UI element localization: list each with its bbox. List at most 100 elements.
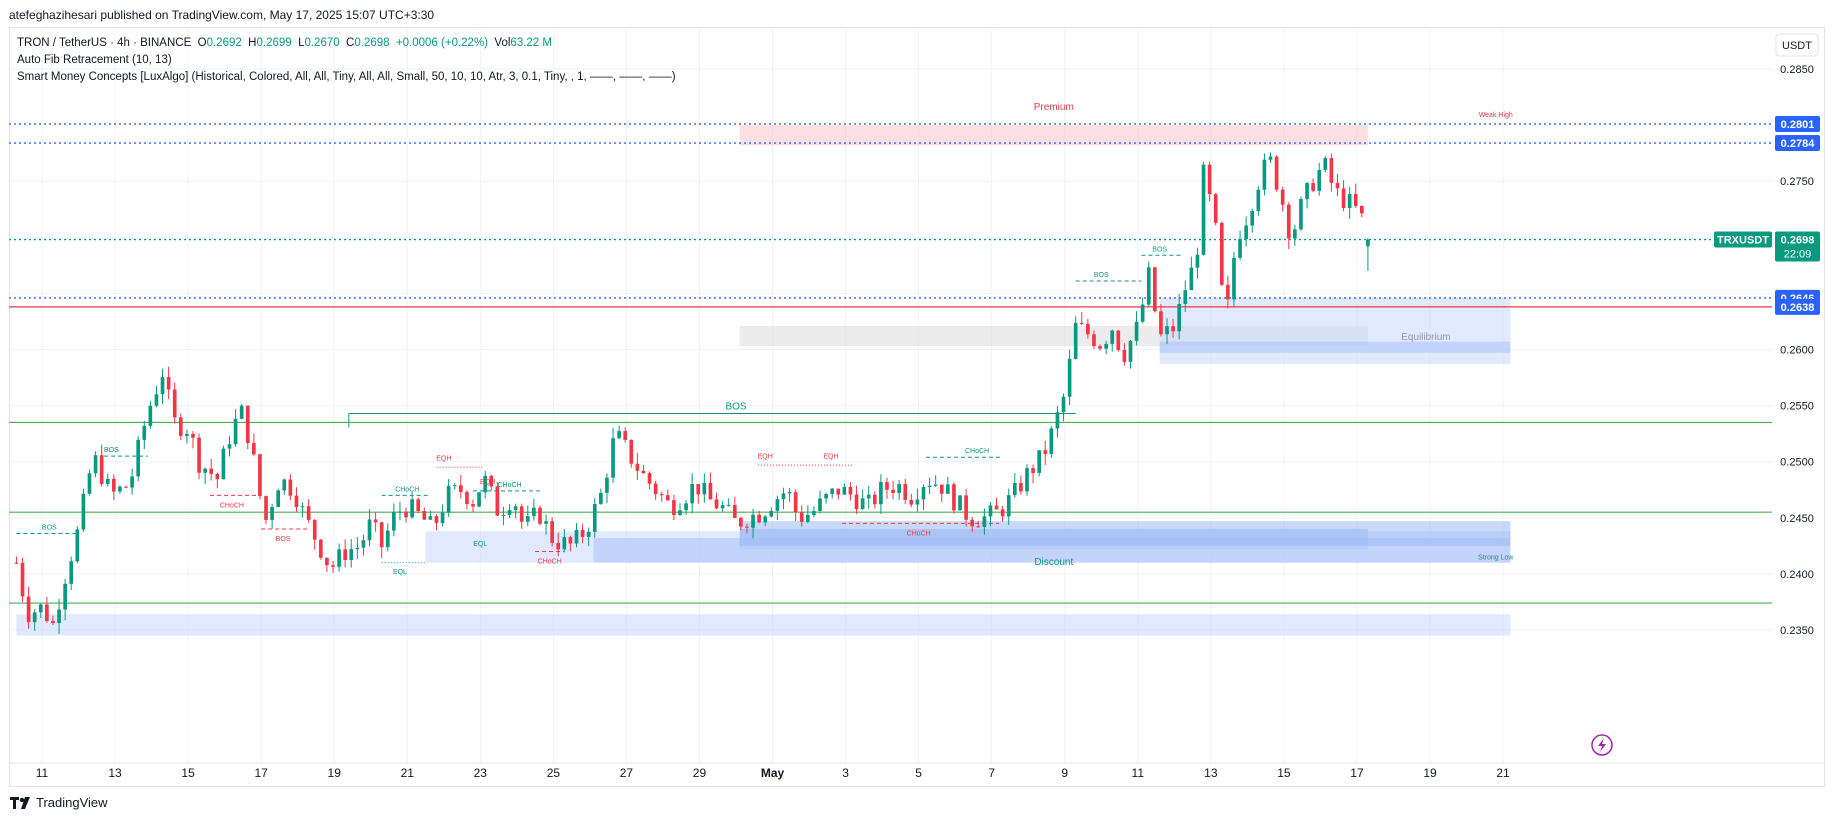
candle-body	[75, 529, 80, 562]
candle-body	[599, 492, 603, 504]
structure-lines	[16, 254, 1182, 564]
candle-body	[1219, 222, 1224, 285]
candle-body	[848, 487, 853, 495]
candle-body	[781, 493, 786, 500]
brand-name: TradingView	[36, 795, 108, 810]
zone-label-discount: Discount	[1034, 557, 1073, 568]
candle-body	[459, 485, 463, 493]
axes[interactable]: USDT 0.2850 0.2750 0.2600 0.2550 0.2500 0.2450…	[9, 28, 1825, 780]
candle-body	[617, 431, 621, 439]
zone-premium	[739, 125, 1368, 146]
y-tick-label: 0.2500	[1780, 457, 1814, 469]
x-tick-label: 27	[620, 766, 634, 780]
candle-body	[818, 498, 822, 512]
candle-body	[812, 511, 816, 515]
candle-body	[806, 514, 810, 522]
candle-body	[1098, 346, 1102, 349]
price-label-text: 0.2638	[1781, 302, 1815, 314]
zone-label-equilibrium: Equilibrium	[1401, 332, 1450, 343]
chart-legend: TRON / TetherUS · 4h · BINANCE O0.2692 H…	[17, 35, 676, 86]
candle-body	[99, 455, 104, 484]
candle-body	[927, 485, 932, 487]
candle-body	[215, 473, 220, 480]
candle-body	[1165, 326, 1169, 335]
candle-body	[976, 526, 981, 528]
candle-body	[465, 492, 469, 505]
last-price-value: 0.2698	[1781, 235, 1815, 247]
candle-body	[1341, 188, 1346, 208]
candle-body	[489, 475, 494, 487]
candles	[14, 152, 1370, 634]
chart-frame	[9, 27, 1825, 787]
candle-body	[1079, 322, 1084, 324]
y-tick-label: 0.2750	[1780, 176, 1814, 188]
candle-body	[1286, 204, 1291, 239]
candle-body	[203, 468, 207, 473]
candle-body	[136, 439, 141, 477]
candle-body	[1250, 211, 1255, 226]
candle-body	[63, 583, 67, 610]
structure-label: BOS	[725, 401, 746, 412]
candle-body	[300, 506, 305, 508]
candle-body	[1049, 428, 1054, 455]
candle-body	[1110, 330, 1115, 344]
eq-label: EQL	[473, 541, 487, 548]
candle-body	[1006, 495, 1011, 517]
candle-body	[1232, 257, 1236, 300]
candle-body	[306, 506, 311, 520]
candle-body	[379, 522, 384, 548]
candle-body	[568, 537, 573, 544]
candle-body	[38, 604, 43, 613]
candle-body	[970, 519, 975, 527]
candle-body	[745, 526, 749, 528]
candle-body	[148, 405, 153, 426]
candle-body	[1134, 321, 1139, 341]
candle-body	[1086, 323, 1090, 335]
eq-label: EQH	[823, 453, 838, 460]
change-value: +0.0006 (+0.22%)	[395, 37, 489, 49]
candle-body	[751, 514, 755, 528]
candle-body	[775, 499, 780, 511]
candle-body	[258, 454, 262, 497]
candle-body	[909, 499, 914, 505]
zones	[16, 125, 1511, 636]
candle-body	[349, 549, 354, 560]
open-label: O	[197, 37, 207, 49]
candle-body	[355, 547, 360, 550]
symbol-name[interactable]: TRON / TetherUS · 4h · BINANCE	[17, 37, 192, 49]
candle-body	[160, 377, 165, 395]
candle-body	[264, 496, 268, 520]
candle-body	[252, 443, 256, 455]
candle-body	[994, 505, 999, 510]
tradingview-brand[interactable]: TradingView	[10, 795, 108, 810]
candle-body	[866, 494, 871, 499]
x-tick-label: 21	[401, 766, 415, 780]
x-tick-label: 11	[1132, 766, 1145, 780]
candle-body	[367, 519, 372, 541]
candle-body	[239, 405, 244, 419]
indicator-fib[interactable]: Auto Fib Retracement (10, 13)	[17, 54, 172, 66]
candle-body	[1274, 156, 1279, 190]
structure-label: CHoCH	[220, 502, 244, 509]
candle-body	[166, 377, 171, 390]
candle-body	[641, 470, 646, 474]
symbol-tag-bg	[1714, 231, 1772, 248]
candle-body	[1207, 164, 1212, 195]
symbol-row[interactable]: TRON / TetherUS · 4h · BINANCE O0.2692 H…	[17, 35, 676, 52]
candle-body	[507, 510, 512, 515]
candle-body	[939, 484, 944, 494]
volume-value: 63.22 M	[510, 37, 552, 49]
candle-body	[428, 516, 433, 520]
indicator-smc[interactable]: Smart Money Concepts [LuxAlgo] (Historic…	[17, 71, 676, 83]
candle-body	[343, 549, 347, 560]
structure-label: CHoCH	[497, 482, 521, 489]
candle-body	[154, 394, 159, 406]
structure-label: CHoCH	[965, 448, 989, 455]
candle-body	[513, 506, 518, 511]
candle-body	[1067, 358, 1072, 397]
candle-body	[933, 484, 938, 486]
x-tick-label: 13	[1204, 766, 1218, 780]
candle-body	[842, 487, 847, 495]
x-tick-label: 13	[108, 766, 122, 780]
